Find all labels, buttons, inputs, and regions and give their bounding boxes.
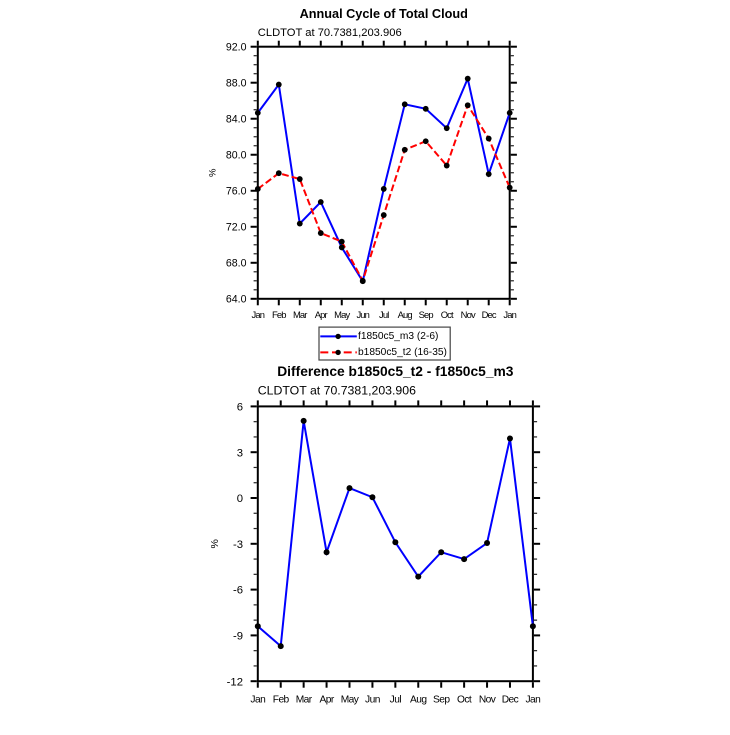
- svg-text:-9: -9: [233, 630, 243, 642]
- svg-text:Difference b1850c5_t2 - f1850c: Difference b1850c5_t2 - f1850c5_m3: [277, 364, 514, 379]
- svg-text:Dec: Dec: [502, 695, 519, 706]
- svg-text:Feb: Feb: [272, 309, 286, 320]
- svg-text:f1850c5_m3 (2-6): f1850c5_m3 (2-6): [358, 331, 438, 342]
- svg-text:76.0: 76.0: [226, 186, 247, 198]
- svg-text:-3: -3: [233, 539, 243, 551]
- svg-text:CLDTOT at 70.7381,203.906: CLDTOT at 70.7381,203.906: [258, 384, 416, 398]
- svg-text:Jun: Jun: [356, 309, 369, 320]
- svg-text:Dec: Dec: [482, 309, 497, 320]
- svg-text:Jan: Jan: [526, 695, 541, 706]
- svg-text:72.0: 72.0: [226, 222, 247, 234]
- svg-text:Jul: Jul: [379, 309, 389, 320]
- svg-text:84.0: 84.0: [226, 114, 247, 126]
- svg-text:Nov: Nov: [461, 309, 476, 320]
- svg-text:-12: -12: [227, 676, 243, 688]
- svg-text:Sep: Sep: [419, 309, 434, 320]
- svg-text:80.0: 80.0: [226, 150, 247, 162]
- svg-text:-6: -6: [233, 585, 243, 597]
- svg-text:Apr: Apr: [315, 309, 328, 320]
- svg-text:3: 3: [237, 447, 243, 459]
- svg-text:May: May: [334, 309, 350, 320]
- svg-text:Jan: Jan: [250, 695, 265, 706]
- svg-text:Oct: Oct: [441, 309, 454, 320]
- svg-text:%: %: [209, 539, 221, 548]
- svg-text:Oct: Oct: [457, 695, 472, 706]
- svg-text:CLDTOT at 70.7381,203.906: CLDTOT at 70.7381,203.906: [258, 27, 402, 39]
- svg-text:Jun: Jun: [365, 695, 380, 706]
- svg-text:Annual Cycle of Total Cloud: Annual Cycle of Total Cloud: [300, 7, 468, 21]
- svg-text:0: 0: [237, 493, 243, 505]
- svg-text:Nov: Nov: [479, 695, 497, 706]
- svg-text:Jan: Jan: [252, 309, 265, 320]
- svg-text:88.0: 88.0: [226, 78, 247, 90]
- svg-text:%: %: [208, 168, 219, 177]
- svg-text:92.0: 92.0: [226, 42, 247, 54]
- svg-text:Apr: Apr: [319, 695, 334, 706]
- svg-text:64.0: 64.0: [226, 294, 247, 306]
- svg-text:68.0: 68.0: [226, 258, 247, 270]
- svg-text:6: 6: [237, 401, 243, 413]
- svg-text:Aug: Aug: [398, 309, 413, 320]
- svg-text:Mar: Mar: [293, 309, 307, 320]
- svg-text:b1850c5_t2 (16-35): b1850c5_t2 (16-35): [358, 347, 447, 358]
- svg-text:May: May: [341, 695, 360, 706]
- svg-text:Sep: Sep: [433, 695, 450, 706]
- svg-text:Mar: Mar: [296, 695, 313, 706]
- svg-text:Aug: Aug: [410, 695, 427, 706]
- svg-text:Jan: Jan: [503, 309, 516, 320]
- svg-text:Jul: Jul: [390, 695, 402, 706]
- svg-text:Feb: Feb: [273, 695, 290, 706]
